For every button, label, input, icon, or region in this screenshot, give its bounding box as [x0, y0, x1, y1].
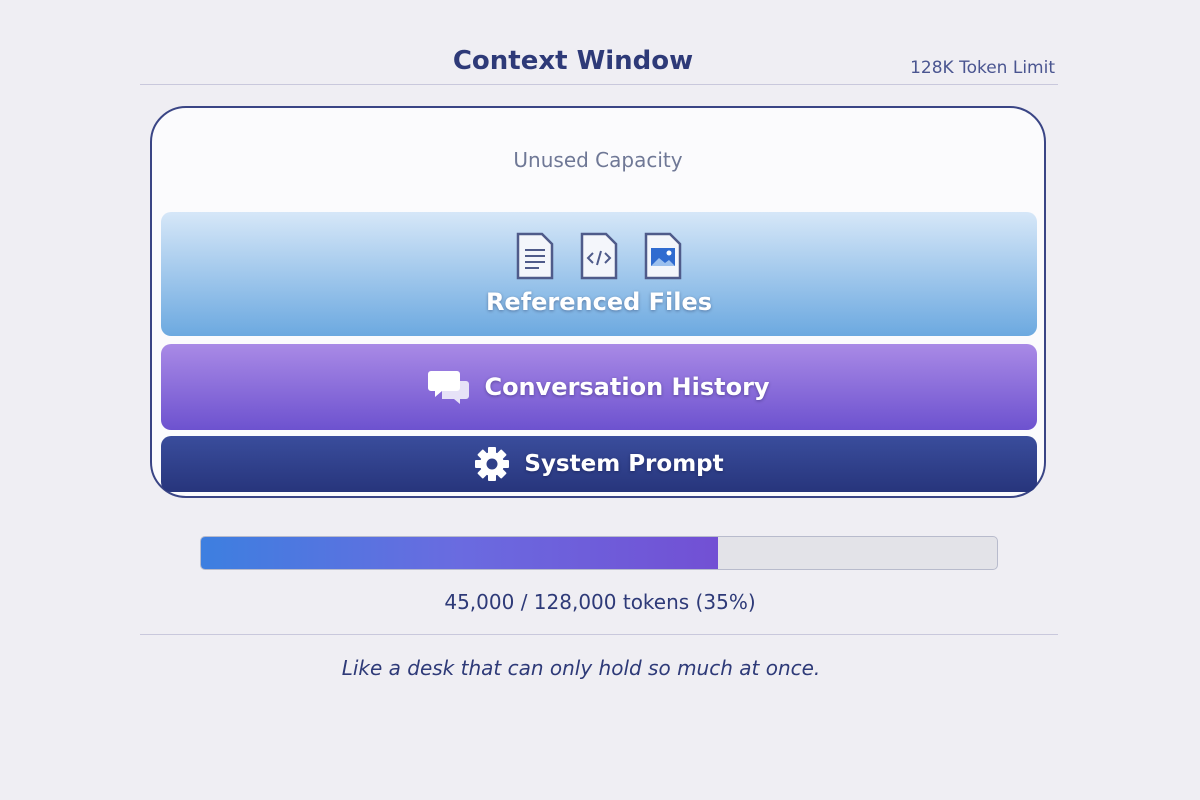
token-limit-label: 128K Token Limit	[910, 58, 1055, 78]
token-usage-bar	[200, 536, 998, 570]
image-file-icon	[644, 232, 682, 280]
chat-bubbles-icon	[428, 369, 470, 405]
document-icon	[516, 232, 554, 280]
header-divider	[140, 84, 1058, 85]
system-prompt-layer: System Prompt	[161, 436, 1037, 492]
footer-divider	[140, 634, 1058, 635]
referenced-files-label: Referenced Files	[485, 288, 713, 316]
gear-icon	[474, 446, 510, 482]
unused-capacity-label: Unused Capacity	[513, 148, 683, 172]
analogy-caption: Like a desk that can only hold so much a…	[341, 656, 821, 680]
code-file-icon	[580, 232, 618, 280]
context-window-box: Unused Capacity Referenced Files Convers…	[150, 106, 1046, 498]
conversation-history-label: Conversation History	[484, 373, 770, 401]
system-prompt-label: System Prompt	[524, 451, 724, 477]
conversation-history-layer: Conversation History	[161, 344, 1037, 430]
token-usage-text: 45,000 / 128,000 tokens (35%)	[444, 590, 756, 614]
page-title: Context Window	[452, 46, 694, 76]
referenced-files-layer: Referenced Files	[161, 212, 1037, 336]
token-usage-fill	[201, 537, 719, 569]
